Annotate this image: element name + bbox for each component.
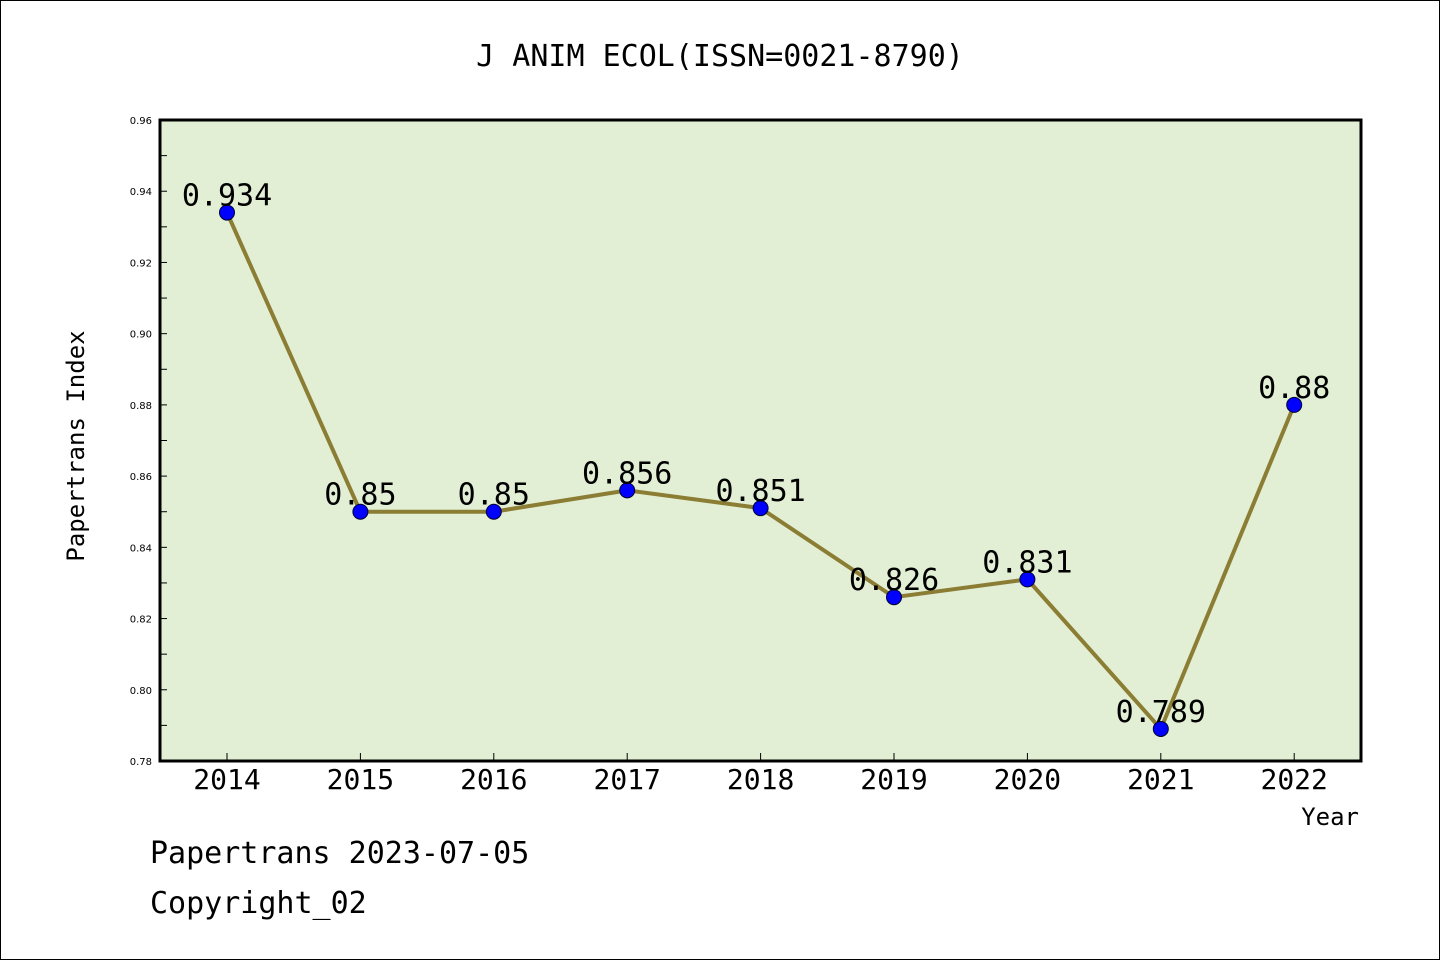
y-axis-label: Papertrans Index [62,330,90,561]
footer-source-date: Papertrans 2023-07-05 [150,836,530,871]
y-tick-label: 0.88 [130,401,152,412]
y-tick-label: 0.94 [130,187,152,198]
x-axis: 2014 2015 2016 2017 2018 2019 2020 2021 2022 [193,753,1328,796]
data-point [1019,571,1036,588]
data-point [219,204,235,221]
data-label: 0.88 [1258,371,1330,406]
data-points [219,204,1303,737]
y-tick-label: 0.82 [130,615,152,626]
data-label: 0.851 [715,474,805,509]
y-tick-label: 0.92 [130,258,152,269]
x-tick-label: 2020 [994,763,1061,796]
data-label: 0.85 [458,478,530,513]
y-tick-label: 0.80 [130,686,152,697]
x-tick-label: 2014 [193,763,260,796]
x-tick-label: 2018 [727,763,794,796]
data-point [1286,396,1303,413]
chart-title: J ANIM ECOL(ISSN=0021-8790) [476,39,964,74]
data-point [619,482,636,499]
data-label: 0.826 [849,563,939,598]
y-tick-label: 0.84 [130,543,152,554]
plot-area [158,118,1363,763]
data-label: 0.831 [982,545,1072,580]
x-axis-label: Year [1301,803,1359,831]
data-label: 0.85 [324,478,396,513]
y-tick-label: 0.86 [130,472,152,483]
data-point [485,503,502,520]
y-tick-label: 0.90 [130,330,152,341]
y-tick-label: 0.78 [130,757,152,768]
x-tick-label: 2015 [327,763,394,796]
x-tick-label: 2017 [593,763,660,796]
data-label: 0.934 [182,179,272,214]
data-labels: 0.934 0.85 0.85 0.856 0.851 0.826 0.831 0.789 0.… [182,179,1330,730]
data-point [752,500,769,517]
data-label: 0.856 [582,456,672,491]
data-point [1152,720,1169,737]
x-tick-label: 2019 [860,763,927,796]
data-point [886,589,902,606]
x-tick-label: 2021 [1127,763,1194,796]
y-tick-label: 0.96 [130,116,152,127]
data-point [352,503,369,520]
x-tick-label: 2022 [1260,763,1327,796]
y-axis: 0.78 0.80 0.82 0.84 0.86 0.88 0.90 0.92 0.94 0.96 [130,116,167,768]
x-tick-label: 2016 [460,763,527,796]
footer-copyright: Copyright_02 [150,886,367,921]
data-label: 0.789 [1116,695,1206,730]
